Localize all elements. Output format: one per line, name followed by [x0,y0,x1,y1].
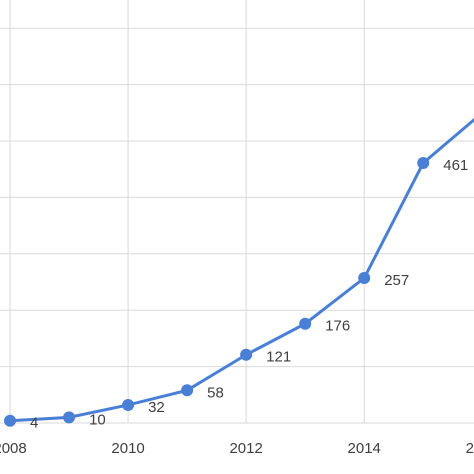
data-label: 121 [266,349,291,366]
x-tick-label: 2016 [466,440,474,457]
data-point [4,414,17,427]
x-tick-label: 2012 [229,440,262,457]
data-point [417,156,430,169]
x-tick-label: 2010 [111,440,144,457]
x-tick-label: 2008 [0,440,27,457]
data-label: 176 [325,318,350,335]
data-point [181,384,194,397]
data-label: 32 [148,399,165,416]
data-label: 10 [89,411,106,428]
series-line [9,117,474,423]
data-label: 58 [207,384,224,401]
data-point [358,272,371,285]
data-label: 4 [30,415,38,432]
data-point [122,398,135,411]
data-point [63,411,76,424]
data-point [240,348,253,361]
data-label: 461 [443,157,468,174]
x-tick-label: 2014 [348,440,381,457]
data-label: 257 [384,272,409,289]
data-point [299,317,312,330]
